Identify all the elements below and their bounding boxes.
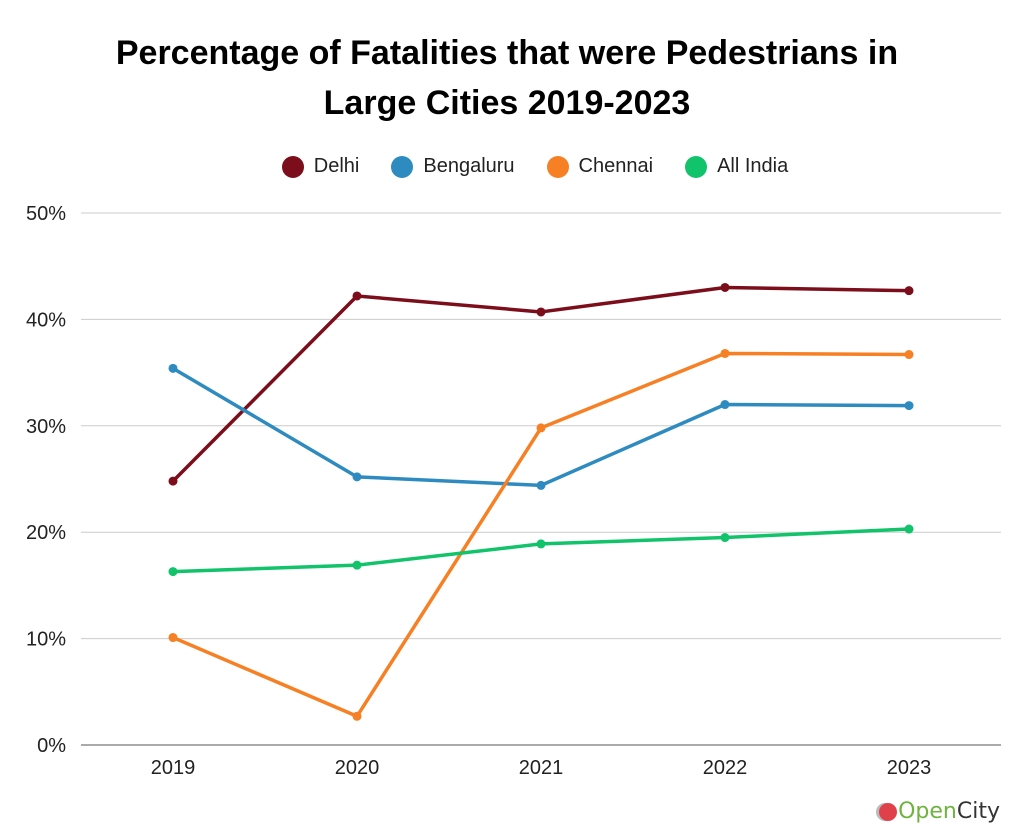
data-point-delhi: [536, 307, 546, 317]
data-point-all-india: [168, 567, 178, 577]
y-tick-label: 10%: [26, 629, 66, 651]
x-tick-label: 2019: [151, 757, 196, 779]
data-point-delhi: [720, 282, 730, 292]
data-point-chennai: [904, 350, 914, 360]
legend: Delhi Bengaluru Chennai All India: [0, 155, 1024, 178]
series-line-delhi: [171, 285, 910, 483]
data-point-delhi: [352, 291, 362, 301]
data-point-chennai: [352, 711, 362, 721]
series-points: [168, 282, 914, 721]
logo-mark-icon: [879, 802, 898, 821]
y-tick-label: 40%: [26, 309, 66, 331]
legend-marker-bengaluru: [391, 155, 414, 178]
legend-marker-chennai: [546, 155, 569, 178]
legend-label-all-india: All India: [717, 155, 789, 177]
legend-label-chennai: Chennai: [578, 155, 654, 177]
legend-item-delhi[interactable]: Delhi: [281, 155, 360, 178]
chart-title-line-2: Large Cities 2019-2023: [323, 84, 691, 122]
x-tick-label: 2023: [887, 757, 932, 779]
data-point-all-india: [536, 539, 546, 549]
data-point-bengaluru: [720, 400, 730, 410]
legend-item-bengaluru[interactable]: Bengaluru: [391, 155, 515, 178]
legend-item-all-india[interactable]: All India: [685, 155, 788, 178]
y-tick-label: 20%: [26, 522, 66, 544]
series-lines: [171, 285, 910, 719]
legend-label-bengaluru: Bengaluru: [423, 155, 515, 177]
data-point-chennai: [536, 423, 546, 433]
data-point-all-india: [352, 560, 362, 570]
chart-title-line-1: Percentage of Fatalities that were Pedes…: [115, 34, 899, 72]
data-point-chennai: [168, 633, 178, 643]
series-line-all-india: [172, 527, 910, 574]
data-point-bengaluru: [536, 480, 546, 490]
y-axis-ticks: 0% 10% 20% 30% 40% 50%: [26, 203, 66, 757]
y-tick-label: 30%: [26, 416, 66, 438]
data-point-all-india: [720, 533, 730, 543]
data-point-bengaluru: [904, 401, 914, 411]
gridlines: [81, 212, 1001, 746]
legend-marker-delhi: [281, 155, 304, 178]
x-axis-ticks: 2019 2020 2021 2022 2023: [151, 757, 932, 779]
y-tick-label: 50%: [26, 203, 66, 225]
logo-text-open: Open: [898, 799, 957, 824]
data-point-bengaluru: [168, 363, 178, 373]
legend-marker-all-india: [685, 155, 708, 178]
data-point-bengaluru: [352, 472, 362, 482]
opencity-logo: Open City: [879, 799, 1000, 824]
x-tick-label: 2021: [519, 757, 564, 779]
logo-text-city: City: [956, 799, 1000, 824]
x-tick-label: 2020: [335, 757, 380, 779]
y-tick-label: 0%: [37, 735, 66, 757]
data-point-delhi: [904, 286, 914, 296]
chart-title: Percentage of Fatalities that were Pedes…: [0, 28, 1014, 128]
data-point-chennai: [720, 348, 730, 358]
legend-item-chennai[interactable]: Chennai: [546, 155, 654, 178]
data-point-all-india: [904, 524, 914, 534]
data-point-delhi: [168, 476, 178, 486]
legend-label-delhi: Delhi: [313, 155, 360, 177]
x-tick-label: 2022: [703, 757, 748, 779]
